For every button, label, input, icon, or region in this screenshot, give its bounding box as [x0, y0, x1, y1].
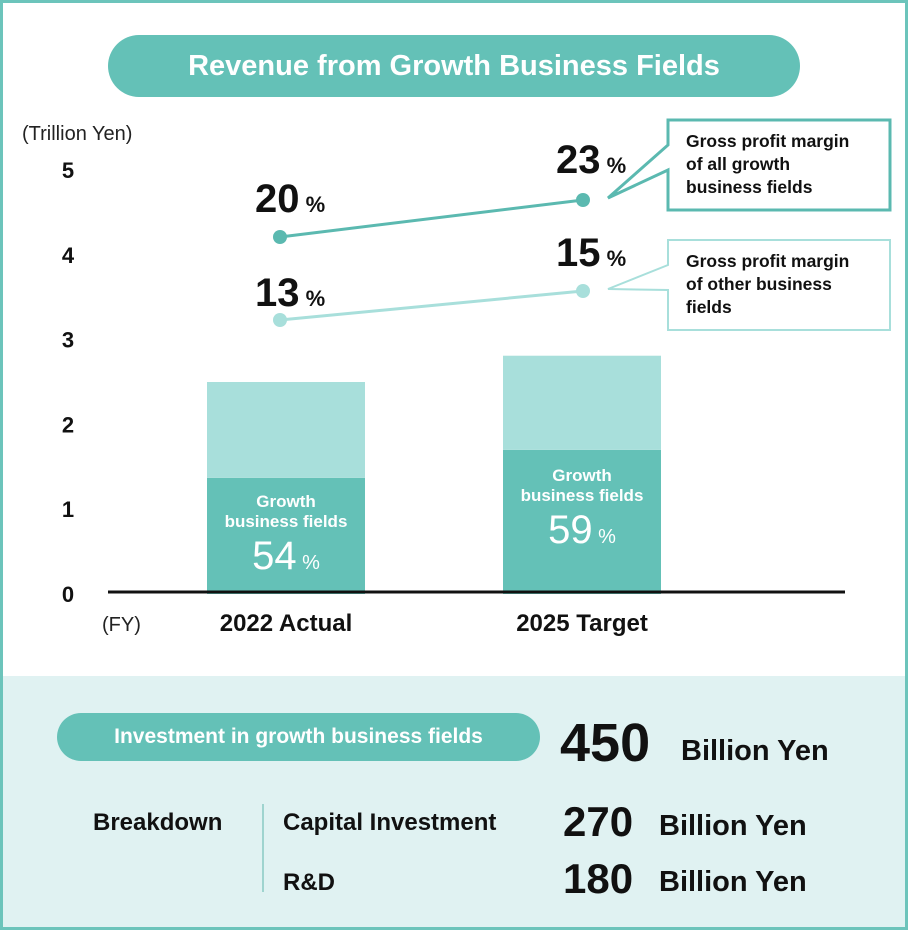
margin-point [576, 193, 590, 207]
callout-box [607, 118, 892, 212]
callout-text: of all growth [686, 154, 790, 174]
bar-other [207, 382, 365, 478]
margin-value-label: 20 % [255, 177, 325, 221]
margin-value-label: 23 % [556, 138, 626, 182]
y-axis-label: (Trillion Yen) [22, 123, 132, 145]
bar-label-line1: Growth [552, 466, 612, 485]
capital-investment-label: Capital Investment [283, 809, 497, 836]
margin-value-label: 15 % [556, 231, 626, 275]
x-tick-label: 2025 Target [516, 610, 648, 637]
y-tick-label: 1 [62, 497, 74, 522]
callout-text: fields [686, 297, 732, 317]
investment-total-unit: Billion Yen [681, 735, 829, 767]
breakdown-divider [262, 804, 264, 892]
callout-text: Gross profit margin [686, 131, 849, 151]
bar-growth [503, 449, 661, 594]
margin-value-label: 13 % [255, 271, 325, 315]
rd-label: R&D [283, 869, 335, 896]
bar-label-line2: business fields [521, 486, 644, 505]
margin-point [273, 313, 287, 327]
margin-point [576, 284, 590, 298]
capital-investment-value: 270 [563, 798, 634, 845]
y-tick-label: 3 [62, 328, 74, 353]
bar-label-line1: Growth [256, 492, 316, 511]
y-tick-label: 4 [62, 243, 75, 268]
bar-other [503, 355, 661, 450]
bar-growth [207, 477, 365, 594]
y-tick-label: 0 [62, 582, 74, 607]
margin-line [279, 198, 584, 239]
rd-unit: Billion Yen [659, 866, 807, 898]
margin-line [279, 289, 584, 322]
x-tick-label: 2022 Actual [220, 610, 353, 637]
callout-text: of other business [686, 274, 832, 294]
y-tick-label: 5 [62, 158, 74, 183]
bar-label-line2: business fields [225, 512, 348, 531]
investment-total: 450 [560, 713, 651, 773]
capital-investment-unit: Billion Yen [659, 810, 807, 842]
breakdown-label: Breakdown [93, 809, 223, 836]
rd-value: 180 [563, 855, 634, 902]
bar-share-label: 59 % [548, 508, 616, 552]
margin-point [273, 230, 287, 244]
x-axis-label: (FY) [102, 614, 141, 636]
callout-text: Gross profit margin [686, 251, 849, 271]
chart-title: Revenue from Growth Business Fields [108, 35, 800, 97]
bar-share-label: 54 % [252, 534, 320, 578]
callout-text: business fields [686, 177, 813, 197]
y-tick-label: 2 [62, 412, 74, 437]
investment-label: Investment in growth business fields [57, 713, 540, 761]
callout-box [607, 239, 891, 331]
